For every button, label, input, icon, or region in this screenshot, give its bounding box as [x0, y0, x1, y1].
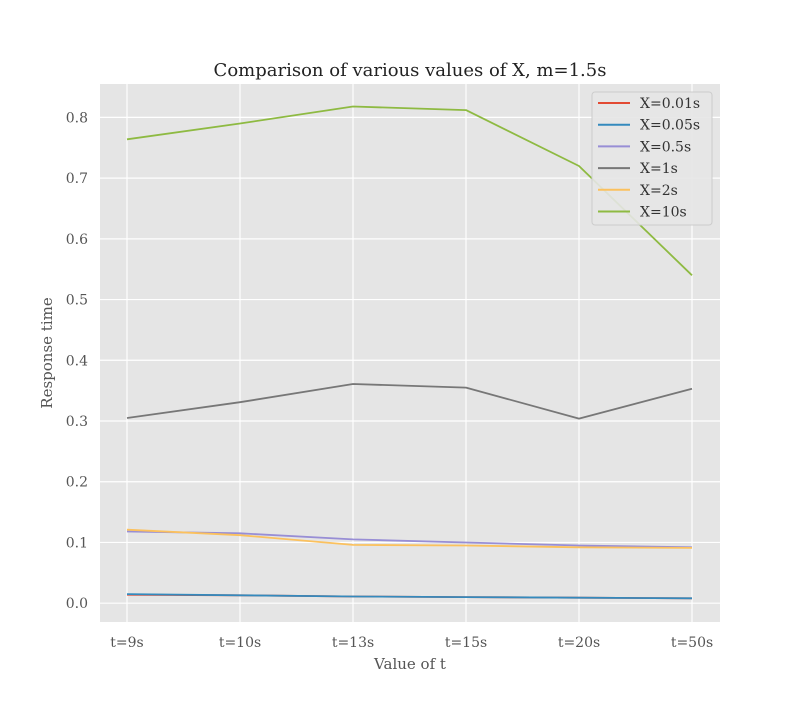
legend-label: X=1s — [640, 161, 678, 177]
y-tick-label: 0.0 — [66, 596, 88, 612]
y-tick-label: 0.7 — [66, 171, 88, 187]
legend: X=0.01s X=0.05s X=0.5s X=1s X=2s X=10s — [591, 91, 713, 226]
legend-label: X=0.5s — [640, 139, 691, 155]
series-line — [126, 528, 693, 549]
y-tick-label: 0.3 — [66, 414, 88, 430]
y-tick-label: 0.5 — [66, 293, 88, 309]
series-line — [126, 530, 693, 549]
x-tick-label: t=20s — [558, 635, 600, 651]
series-line — [126, 593, 693, 600]
x-tick-label: t=10s — [219, 635, 261, 651]
series-line — [126, 383, 693, 420]
x-tick-label: t=15s — [445, 635, 487, 651]
y-tick-label: 0.1 — [66, 535, 88, 551]
legend-label: X=2s — [640, 183, 678, 199]
x-tick-label: t=9s — [110, 635, 143, 651]
y-tick-label: 0.6 — [66, 232, 88, 248]
legend-label: X=0.01s — [640, 96, 700, 112]
y-tick-label: 0.4 — [66, 353, 88, 369]
chart-title: Comparison of various values of X, m=1.5… — [214, 60, 607, 81]
x-axis-label: Value of t — [373, 655, 446, 673]
tick-layer: 0.0 0.1 0.2 0.3 0.4 0.5 0.6 0.7 0.8 t=9s t=10s t=13… — [66, 110, 713, 651]
y-tick-label: 0.2 — [66, 475, 88, 491]
y-axis-label: Response time — [38, 297, 56, 409]
x-tick-label: t=50s — [671, 635, 713, 651]
legend-label: X=10s — [640, 205, 687, 221]
x-tick-label: t=13s — [332, 635, 374, 651]
y-tick-label: 0.8 — [66, 110, 88, 126]
legend-label: X=0.05s — [640, 118, 700, 134]
